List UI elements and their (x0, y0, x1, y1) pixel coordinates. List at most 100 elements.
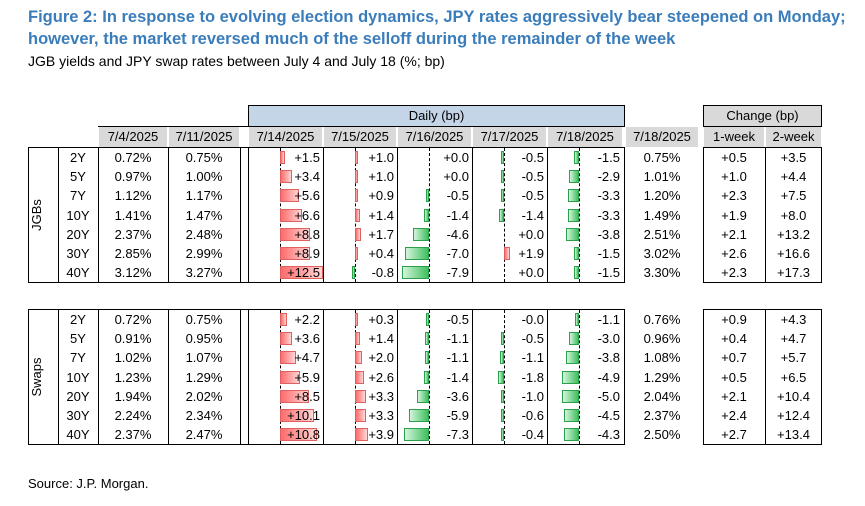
positive-bar (355, 189, 359, 203)
daily-change-value: +4.7 (294, 350, 320, 366)
negative-bar (569, 170, 579, 184)
daily-change-value: -7.3 (446, 427, 469, 443)
column-header: 2-week (766, 127, 821, 147)
daily-change-value: +6.6 (294, 207, 320, 223)
table-rule (323, 309, 324, 445)
yield-cell: 1.23% (114, 369, 152, 385)
zero-axis (504, 310, 505, 445)
figure-subtitle: JGB yields and JPY swap rates between Ju… (28, 53, 445, 69)
negative-bar (408, 409, 429, 422)
table-rule (765, 309, 766, 445)
daily-change-value: -0.8 (371, 265, 394, 281)
positive-bar (280, 351, 296, 365)
negative-bar (566, 227, 579, 241)
negative-bar (500, 351, 504, 365)
yield-cell: 2.37% (114, 226, 152, 242)
daily-change-value: -0.5 (521, 331, 544, 347)
daily-change-value: +10.1 (287, 408, 320, 423)
positive-bar (280, 313, 288, 326)
daily-change-value: -5.9 (446, 408, 469, 423)
tenor-label: 40Y (66, 427, 90, 443)
table-rule (547, 147, 548, 283)
yield-cell: 0.75% (185, 150, 223, 165)
daily-change-value: +0.3 (368, 312, 394, 327)
daily-change-value: +0.9 (368, 188, 394, 204)
table-rule (98, 147, 99, 283)
change-cell: +0.5 (721, 150, 747, 165)
change-cell: +4.3 (780, 312, 807, 327)
table-rule (472, 309, 473, 445)
positive-bar (280, 151, 286, 164)
positive-bar (355, 313, 358, 326)
table-rule (28, 309, 29, 445)
table-rule (821, 105, 822, 127)
negative-bar (562, 389, 579, 403)
change-cell: +17.3 (777, 265, 810, 281)
negative-bar (425, 351, 429, 365)
positive-bar (504, 247, 511, 260)
daily-change-value: +0.0 (443, 169, 469, 185)
daily-change-value: +3.9 (368, 427, 394, 443)
change-cell: +1.9 (721, 207, 747, 223)
table-rule (248, 147, 249, 283)
positive-bar (355, 389, 367, 403)
table-rule (28, 147, 625, 148)
zero-axis (504, 148, 505, 283)
column-header: 7/16/2025 (398, 127, 471, 147)
positive-bar (355, 370, 364, 384)
yield-cell: 0.72% (114, 150, 152, 165)
negative-bar (404, 428, 429, 442)
yield-cell: 3.30% (643, 265, 681, 281)
daily-change-value: -1.4 (446, 207, 469, 223)
daily-change-value: -1.5 (597, 150, 620, 165)
column-header: 7/18/2025 (626, 127, 698, 147)
positive-bar (280, 266, 323, 280)
yield-cell: 2.02% (185, 388, 223, 404)
yield-cell: 1.12% (114, 188, 152, 204)
column-header: 1-week (704, 127, 764, 147)
daily-change-value: -1.4 (446, 369, 469, 385)
negative-bar (405, 247, 429, 260)
table-rule (248, 309, 249, 445)
daily-change-value: -1.5 (597, 265, 620, 281)
table-rule (58, 147, 59, 283)
column-header: 7/17/2025 (473, 127, 546, 147)
positive-bar (280, 208, 303, 222)
negative-bar (426, 313, 429, 326)
change-cell: +1.0 (721, 169, 747, 185)
negative-bar (416, 389, 429, 403)
daily-change-value: +8.8 (294, 226, 320, 242)
daily-change-value: -4.9 (597, 369, 620, 385)
daily-change-value: -4.6 (446, 226, 469, 242)
daily-change-value: -0.5 (446, 188, 469, 204)
negative-bar (501, 409, 504, 422)
yield-cell: 2.24% (114, 408, 152, 423)
change-cell: +12.4 (777, 408, 810, 423)
daily-change-value: +2.2 (294, 312, 320, 327)
table-rule (624, 147, 625, 283)
daily-change-value: -1.4 (521, 207, 544, 223)
yield-cell: 1.08% (643, 350, 681, 366)
daily-change-value: -3.6 (446, 388, 469, 404)
daily-change-value: +1.0 (368, 169, 394, 185)
yield-cell: 2.85% (114, 246, 152, 261)
negative-bar (424, 208, 429, 222)
table-rule (240, 147, 241, 283)
tenor-label: 2Y (70, 150, 86, 165)
negative-bar (426, 189, 429, 203)
daily-change-value: -1.1 (446, 331, 469, 347)
daily-change-value: -0.5 (521, 169, 544, 185)
table-rule (28, 147, 29, 283)
daily-change-value: -0.0 (521, 312, 544, 327)
daily-change-value: +3.4 (294, 169, 320, 185)
daily-change-value: -3.8 (597, 350, 620, 366)
change-cell: +4.7 (780, 331, 807, 347)
daily-change-value: +2.0 (368, 350, 394, 366)
positive-bar (280, 170, 292, 184)
table-rule (624, 105, 625, 127)
positive-bar (355, 409, 367, 422)
zero-axis (429, 310, 430, 445)
daily-change-value: -0.4 (521, 427, 544, 443)
change-cell: +2.7 (721, 427, 747, 443)
change-cell: +2.4 (721, 408, 747, 423)
